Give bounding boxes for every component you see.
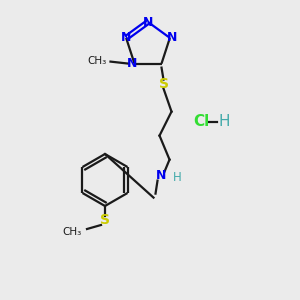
Text: N: N [156,169,167,182]
Text: H: H [172,171,181,184]
Text: H: H [219,115,230,130]
Text: S: S [158,76,169,91]
Text: N: N [127,57,138,70]
Text: Cl: Cl [193,115,209,130]
Text: CH₃: CH₃ [63,227,82,237]
Text: S: S [100,213,110,227]
Text: N: N [143,16,153,28]
Text: N: N [121,32,131,44]
Text: N: N [167,32,177,44]
Text: CH₃: CH₃ [87,56,106,66]
